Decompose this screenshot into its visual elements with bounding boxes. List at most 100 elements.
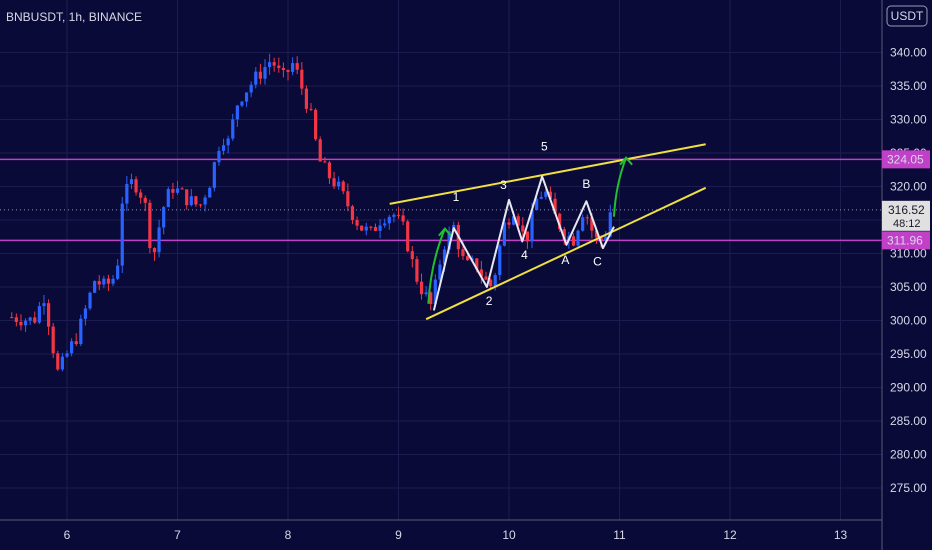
candle-body	[60, 356, 64, 370]
candle-body	[148, 202, 152, 249]
projection-arrow-head	[619, 156, 633, 166]
price-tick-label: 285.00	[890, 414, 927, 428]
candle-body	[258, 71, 262, 79]
candle-body	[585, 217, 589, 219]
trendline	[389, 143, 706, 205]
candle-body	[479, 269, 483, 277]
candle-body	[37, 306, 41, 323]
candle-body	[562, 229, 566, 241]
candle-body	[521, 225, 525, 232]
candle-body	[314, 109, 318, 140]
candle-body	[484, 276, 488, 280]
candle-body	[465, 256, 470, 261]
price-axis-panel[interactable]	[882, 0, 932, 550]
candle-body	[198, 204, 203, 206]
candle-body	[387, 216, 391, 224]
candle-body	[599, 237, 603, 241]
wave-label: 3	[500, 178, 507, 192]
candle-body	[488, 279, 493, 287]
candle-body	[221, 145, 226, 151]
trendline	[425, 186, 707, 321]
candle-body	[272, 62, 276, 66]
candle-body	[166, 189, 170, 208]
candle-body	[590, 217, 594, 231]
price-tick-label: 300.00	[890, 314, 927, 328]
time-tick-label: 11	[613, 528, 626, 542]
candle-body	[383, 223, 387, 226]
level-price-tag	[882, 150, 930, 169]
candle-body	[539, 196, 543, 199]
elliott-wave-line	[432, 175, 615, 311]
candle-body	[544, 191, 548, 197]
candle-body	[608, 212, 612, 237]
candle-body	[419, 281, 424, 295]
candle-body	[185, 189, 189, 206]
currency-badge-box[interactable]	[886, 5, 928, 27]
time-tick-label: 6	[64, 528, 71, 542]
price-axis-labels: 340.00335.00330.00325.00320.00315.00310.…	[890, 46, 927, 496]
candle-body	[461, 249, 465, 257]
candle-body	[212, 162, 216, 188]
candle-body	[337, 181, 341, 187]
candle-body	[180, 188, 184, 190]
candle-body	[93, 281, 97, 293]
candle-body	[327, 162, 332, 179]
candle-body	[571, 236, 576, 246]
candle-body	[604, 236, 608, 241]
wave-label: 2	[486, 294, 493, 308]
candle-body	[189, 196, 193, 206]
candle-body	[263, 67, 267, 79]
candle-body	[226, 138, 230, 146]
time-tick-label: 13	[834, 528, 848, 542]
time-axis-labels: 6 7 8 9 10 11 12 13	[64, 528, 848, 542]
candle-body	[28, 317, 32, 321]
level-price-tag-label: 311.96	[887, 233, 923, 247]
price-tick-label: 295.00	[890, 347, 927, 361]
candle-body	[558, 213, 562, 230]
candle-body	[429, 292, 433, 305]
candle-body	[507, 222, 511, 225]
candle-body	[346, 191, 350, 207]
candle-body	[171, 189, 175, 193]
price-tick-label: 305.00	[890, 280, 927, 294]
currency-selector[interactable]: USDT	[886, 5, 928, 27]
candle-body	[254, 71, 258, 85]
candle-body	[447, 231, 451, 250]
candle-body	[323, 161, 327, 163]
candle-body	[415, 259, 419, 282]
candle-body	[360, 225, 364, 231]
candle-body	[493, 274, 497, 287]
candle-body	[498, 245, 502, 275]
candle-body	[401, 215, 405, 222]
candle-body	[79, 318, 83, 345]
candle-body	[291, 63, 295, 72]
candle-body	[51, 326, 55, 354]
currency-badge-label[interactable]: USDT	[891, 9, 924, 23]
wave-label: 4	[521, 248, 528, 262]
candle-body	[102, 278, 106, 285]
candle-body	[364, 226, 368, 231]
time-tick-label: 10	[502, 528, 516, 542]
candle-body	[23, 320, 28, 326]
candle-body	[231, 119, 235, 139]
candle-body	[406, 221, 410, 252]
current-price-tag-label: 316.52	[888, 203, 925, 217]
price-tick-label: 330.00	[890, 113, 927, 127]
candle-body	[97, 281, 101, 285]
projection-arrow-shaft	[612, 157, 628, 217]
candle-body	[378, 225, 382, 231]
symbol-title: BNBUSDT, 1h, BINANCE	[6, 10, 142, 24]
wave-label: C	[593, 255, 602, 269]
candle-body	[152, 248, 157, 253]
candle-body	[46, 303, 51, 327]
candle-body	[396, 214, 401, 216]
candle-body	[516, 216, 520, 226]
candle-body	[373, 226, 378, 231]
time-tick-label: 7	[174, 528, 181, 542]
candle-body	[65, 353, 69, 357]
price-tick-label: 340.00	[890, 46, 927, 60]
candle-body	[33, 317, 37, 323]
